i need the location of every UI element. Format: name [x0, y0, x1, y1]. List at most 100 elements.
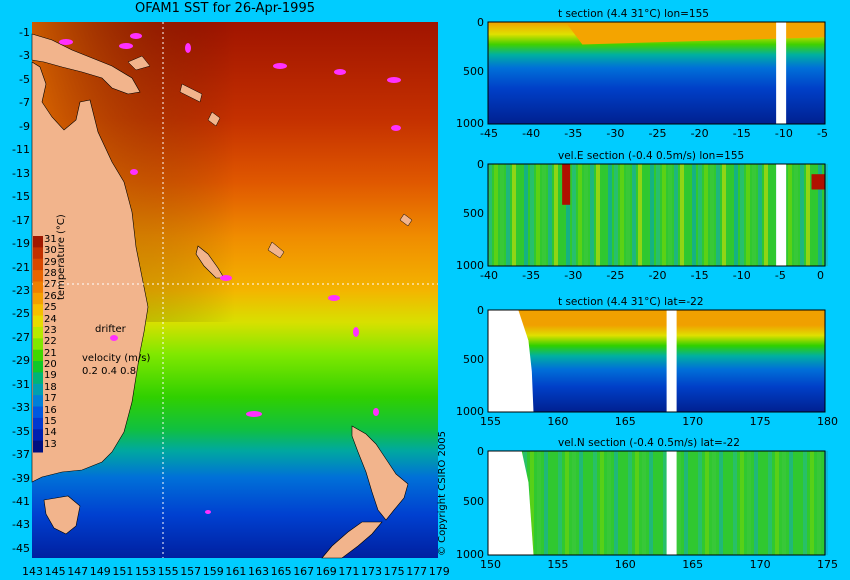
panel-y-tick: 0	[477, 445, 484, 458]
lon-tick-label: 155	[157, 565, 179, 578]
panel-x-tick: -10	[732, 269, 751, 282]
panel-x-tick: 160	[614, 558, 636, 571]
section-panel	[487, 21, 826, 125]
velocity-scale: 0.2 0.4 0.8	[82, 366, 137, 377]
colorbar-swatch	[33, 292, 43, 305]
panel-title: t section (4.4 31°C) lat=-22	[558, 296, 704, 308]
colorbar-swatch	[33, 372, 43, 385]
panel-x-tick: -40	[480, 269, 498, 282]
panel-y-tick: 1000	[456, 259, 484, 272]
panel-y-tick: 1000	[456, 548, 484, 561]
panel-x-tick: -20	[690, 127, 709, 140]
lon-tick-label: 153	[135, 565, 156, 578]
section-panel	[487, 309, 826, 413]
colorbar-swatch	[33, 270, 43, 282]
panel-x-tick: 180	[817, 415, 838, 428]
section-panel	[487, 450, 828, 556]
nz-north-island	[351, 425, 409, 521]
lat-tick-label: -45	[12, 541, 30, 555]
colorbar-swatch	[33, 349, 43, 362]
lon-tick-label: 147	[67, 565, 89, 578]
lat-tick-label: -39	[12, 471, 30, 485]
lat-tick-label: -43	[12, 518, 30, 532]
panel-x-tick: 170	[749, 558, 771, 571]
lat-tick-label: -35	[12, 424, 30, 438]
panel-x-tick: 175	[817, 558, 838, 571]
panel-y-tick: 0	[477, 16, 484, 29]
drifter-label: drifter	[95, 324, 126, 335]
panel-x-tick: -10	[774, 127, 793, 140]
lon-tick-label: 145	[44, 565, 66, 578]
colorbar-swatch	[33, 258, 43, 271]
colorbar-value: 14	[44, 427, 57, 439]
panel-x-tick: 0	[817, 269, 824, 282]
lat-tick-label: -11	[12, 143, 30, 157]
panel-x-tick: 150	[480, 558, 501, 571]
png-landmass	[31, 33, 141, 95]
lat-tick-label: -7	[19, 96, 30, 110]
lat-tick-label: -21	[12, 260, 30, 274]
lat-tick-label: -3	[19, 49, 30, 63]
panel-y-tick: 1000	[456, 405, 484, 418]
colorbar-swatch	[33, 406, 43, 419]
colorbar-value: 25	[44, 302, 57, 314]
colorbar-swatch	[33, 383, 43, 396]
colorbar-swatch	[33, 429, 43, 442]
lon-tick-label: 175	[383, 565, 405, 578]
lon-tick-label: 163	[248, 565, 269, 578]
colorbar-value: 23	[44, 324, 57, 336]
lon-tick-label: 171	[338, 565, 360, 578]
colorbar-label: temperature (°C)	[56, 214, 67, 300]
colorbar-swatch	[33, 361, 43, 373]
colorbar-value: 16	[44, 404, 57, 416]
section-panel	[487, 163, 828, 267]
panel-y-tick: 500	[463, 206, 484, 220]
panel-x-tick: 155	[547, 558, 569, 571]
colorbar-value: 31	[44, 234, 57, 245]
panel-title: vel.N section (-0.4 0.5m/s) lat=-22	[558, 437, 740, 449]
lon-tick-label: 161	[225, 565, 247, 578]
lat-tick-label: -27	[12, 330, 30, 344]
colorbar-value: 28	[44, 268, 57, 280]
panel-x-tick: 160	[547, 415, 569, 428]
velocity-label: velocity (m/s)	[82, 353, 151, 364]
panel-x-tick: -25	[648, 127, 667, 140]
panel-x-tick: -30	[606, 127, 625, 140]
colorbar-swatch	[33, 281, 43, 294]
panel-title: vel.E section (-0.4 0.5m/s) lon=155	[558, 150, 745, 162]
lat-tick-label: -23	[12, 283, 30, 297]
lon-tick-label: 157	[180, 565, 202, 578]
lat-tick-label: -37	[12, 448, 30, 462]
panel-x-tick: 165	[614, 415, 636, 428]
temperature-colorbar	[33, 236, 43, 453]
colorbar-swatch	[33, 417, 43, 430]
lat-tick-label: -31	[12, 377, 30, 391]
colorbar-swatch	[33, 338, 43, 351]
lat-tick-label: -29	[12, 354, 30, 368]
panel-x-tick: 155	[480, 415, 501, 428]
australia-landmass	[31, 61, 149, 483]
panel-x-tick: -15	[732, 127, 751, 140]
nz-south-island	[321, 521, 383, 559]
panel-x-tick: -20	[648, 269, 667, 282]
tasmania-landmass	[43, 495, 81, 535]
panel-x-tick: -35	[522, 269, 541, 282]
panel-x-tick: -35	[564, 127, 583, 140]
colorbar-value: 20	[44, 359, 57, 371]
colorbar-value: 24	[44, 313, 57, 325]
lon-tick-label: 169	[315, 565, 337, 578]
lon-tick-label: 167	[293, 565, 315, 578]
panel-y-tick: 0	[477, 304, 484, 317]
sst-map	[31, 22, 438, 559]
colorbar-value: 18	[44, 381, 57, 393]
lat-tick-label: -5	[19, 72, 30, 86]
panel-x-tick: -45	[480, 127, 498, 140]
lat-tick-label: -1	[19, 26, 30, 39]
colorbar-swatch	[33, 247, 43, 260]
colorbar-value: 26	[44, 290, 57, 302]
lat-tick-label: -19	[12, 237, 30, 251]
panel-x-tick: -5	[774, 269, 786, 282]
colorbar-swatch	[33, 326, 43, 339]
lat-tick-label: -25	[12, 307, 30, 321]
lon-tick-label: 179	[428, 565, 450, 578]
